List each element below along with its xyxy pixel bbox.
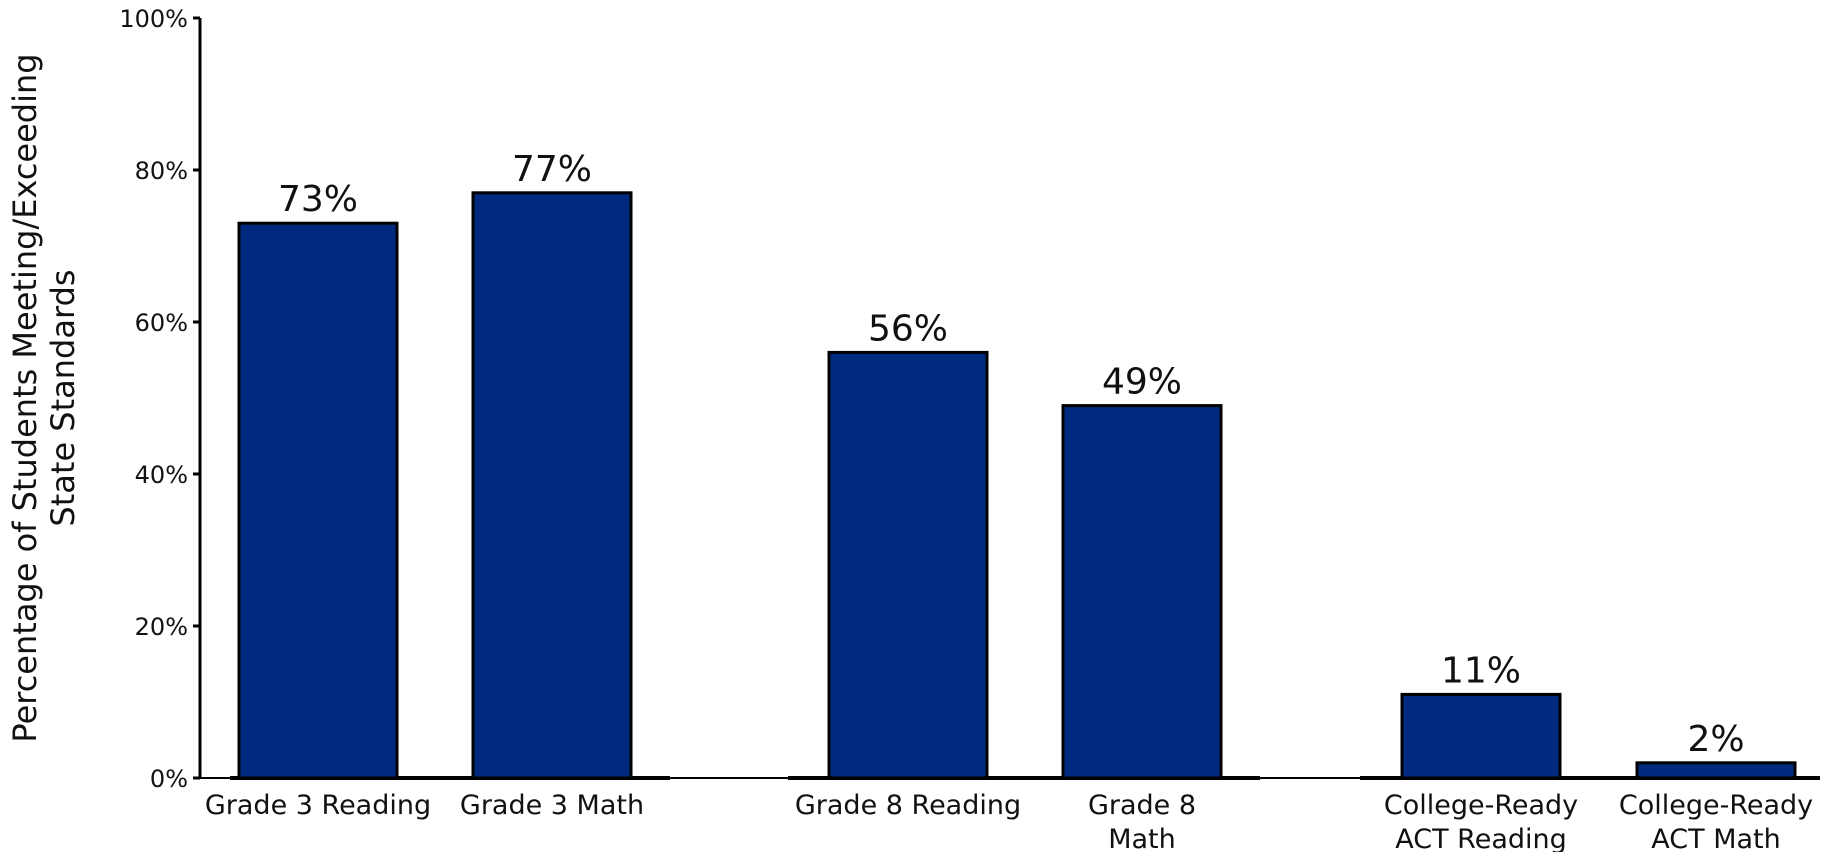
category-labels: Grade 3 Reading Grade 3 Math Grade 8 Readi… (205, 790, 1813, 852)
y-axis-title-text: Percentage of Students Meeting/Exceeding… (6, 53, 82, 742)
data-label: 56% (868, 308, 948, 349)
data-label: 49% (1102, 362, 1182, 403)
bar (471, 191, 633, 780)
category-label-line: Math (1108, 824, 1176, 852)
data-label: 11% (1441, 650, 1521, 691)
data-label: 73% (278, 179, 358, 220)
data-label: 77% (512, 149, 592, 190)
bar (237, 221, 399, 780)
bar (827, 350, 989, 780)
y-tick-label: 20% (135, 613, 188, 641)
category-label: Grade 3 Reading (205, 790, 431, 821)
bar (1400, 692, 1562, 780)
category-label-line: Grade 8 (1088, 790, 1196, 821)
category-label-line: Grade 8 Reading (795, 790, 1021, 821)
category-label-line: ACT Reading (1395, 824, 1567, 852)
data-label: 2% (1687, 719, 1744, 760)
category-label: Grade 8 Reading (795, 790, 1021, 821)
y-tick-label: 60% (135, 309, 188, 337)
category-label: Grade 3 Math (460, 790, 644, 821)
y-tick-label: 80% (135, 157, 188, 185)
category-label-line: College-Ready (1384, 790, 1578, 821)
bar (1061, 404, 1223, 780)
bar (1635, 761, 1797, 780)
category-label-line: College-Ready (1619, 790, 1813, 821)
y-axis-title-line: State Standards (44, 269, 82, 526)
category-label: College-Ready ACT Math (1619, 790, 1813, 852)
category-label-line: ACT Math (1651, 824, 1780, 852)
data-labels: 73% 77% 56% 49% 11% 2% (278, 149, 1745, 760)
category-label-line: Grade 3 Reading (205, 790, 431, 821)
category-label: Grade 8 Math (1088, 790, 1196, 852)
y-axis-title-line: Percentage of Students Meeting/Exceeding (6, 53, 44, 742)
bars (237, 191, 1797, 780)
y-tick-label: 40% (135, 461, 188, 489)
y-axis-title: Percentage of Students Meeting/Exceeding… (6, 53, 82, 742)
y-tick-label: 100% (119, 5, 188, 33)
category-label-line: Grade 3 Math (460, 790, 644, 821)
category-label: College-Ready ACT Reading (1384, 790, 1578, 852)
y-tick-label: 0% (150, 765, 188, 793)
y-axis: 0% 20% 40% 60% 80% 100% (119, 5, 202, 793)
